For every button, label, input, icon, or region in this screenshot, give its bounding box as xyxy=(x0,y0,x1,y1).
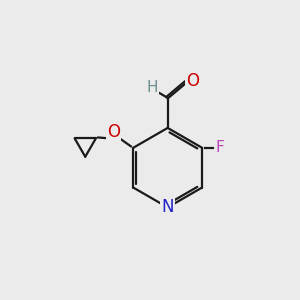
Text: H: H xyxy=(146,80,158,95)
Text: O: O xyxy=(186,72,199,90)
Text: N: N xyxy=(161,198,174,216)
Text: F: F xyxy=(216,140,225,155)
Text: O: O xyxy=(107,124,120,142)
